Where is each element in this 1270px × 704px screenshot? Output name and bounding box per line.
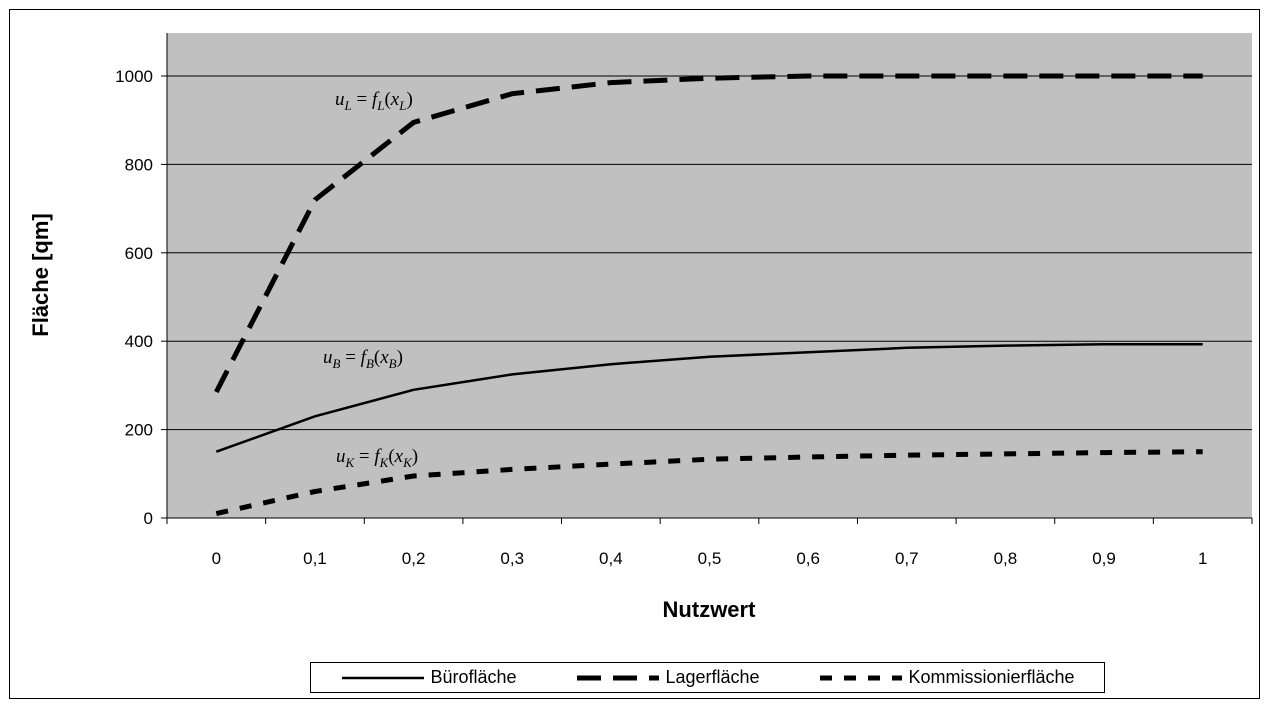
axes: [161, 33, 1253, 524]
x-tick-label: 0,8: [994, 549, 1018, 568]
legend-item-lagerflaeche: Lagerfläche: [575, 667, 760, 688]
y-tick-label: 400: [125, 332, 153, 351]
x-tick-label: 1: [1198, 549, 1207, 568]
annotation-buerofl: uB = fB(xB): [323, 347, 403, 371]
x-tick-label: 0,4: [599, 549, 623, 568]
legend-label-kommissionierflaeche: Kommissionierfläche: [908, 667, 1075, 687]
y-tick-label: 200: [125, 421, 153, 440]
gridlines: [167, 75, 1252, 431]
y-tick-label: 800: [125, 155, 153, 174]
series-line-2: [215, 449, 1203, 517]
x-tick-label: 0,5: [698, 549, 722, 568]
y-axis-title: Fläche [qm]: [28, 213, 53, 336]
y-tick-label: 0: [144, 509, 153, 528]
y-tick-label: 600: [125, 244, 153, 263]
legend-swatch-long-dash: [577, 675, 660, 680]
x-tick-label: 0,7: [895, 549, 919, 568]
tick-labels: 0 200 400 600 800 1000 0 0,1 0,2 0,3 0,4 0,5 0,6 0,7 0…: [115, 67, 1207, 568]
x-tick-label: 0,1: [303, 549, 327, 568]
legend-item-buerofl: Bürofläche: [340, 667, 517, 688]
x-tick-label: 0,2: [402, 549, 426, 568]
annotation-kommissionierflaeche: uK = fK(xK): [336, 446, 418, 470]
series-line-0: [215, 343, 1203, 453]
y-tick-label: 1000: [115, 67, 153, 86]
x-axis-title: Nutzwert: [663, 597, 757, 622]
legend: Bürofläche Lagerfläche Kommissionierfläc…: [310, 662, 1105, 693]
legend-swatch-solid: [342, 676, 425, 679]
legend-label-buerofl: Bürofläche: [430, 667, 517, 687]
legend-label-lagerflaeche: Lagerfläche: [665, 667, 760, 687]
legend-swatch-short-dash: [820, 675, 903, 680]
x-tick-label: 0,9: [1092, 549, 1116, 568]
series-lines: [214, 73, 1203, 517]
series-line-1: [214, 73, 1203, 394]
plot-area: [167, 33, 1252, 518]
x-tick-label: 0: [212, 549, 221, 568]
legend-item-kommissionierflaeche: Kommissionierfläche: [818, 667, 1075, 688]
x-tick-label: 0,6: [796, 549, 820, 568]
x-tick-label: 0,3: [500, 549, 524, 568]
annotation-lagerflaeche: uL = fL(xL): [335, 89, 413, 113]
